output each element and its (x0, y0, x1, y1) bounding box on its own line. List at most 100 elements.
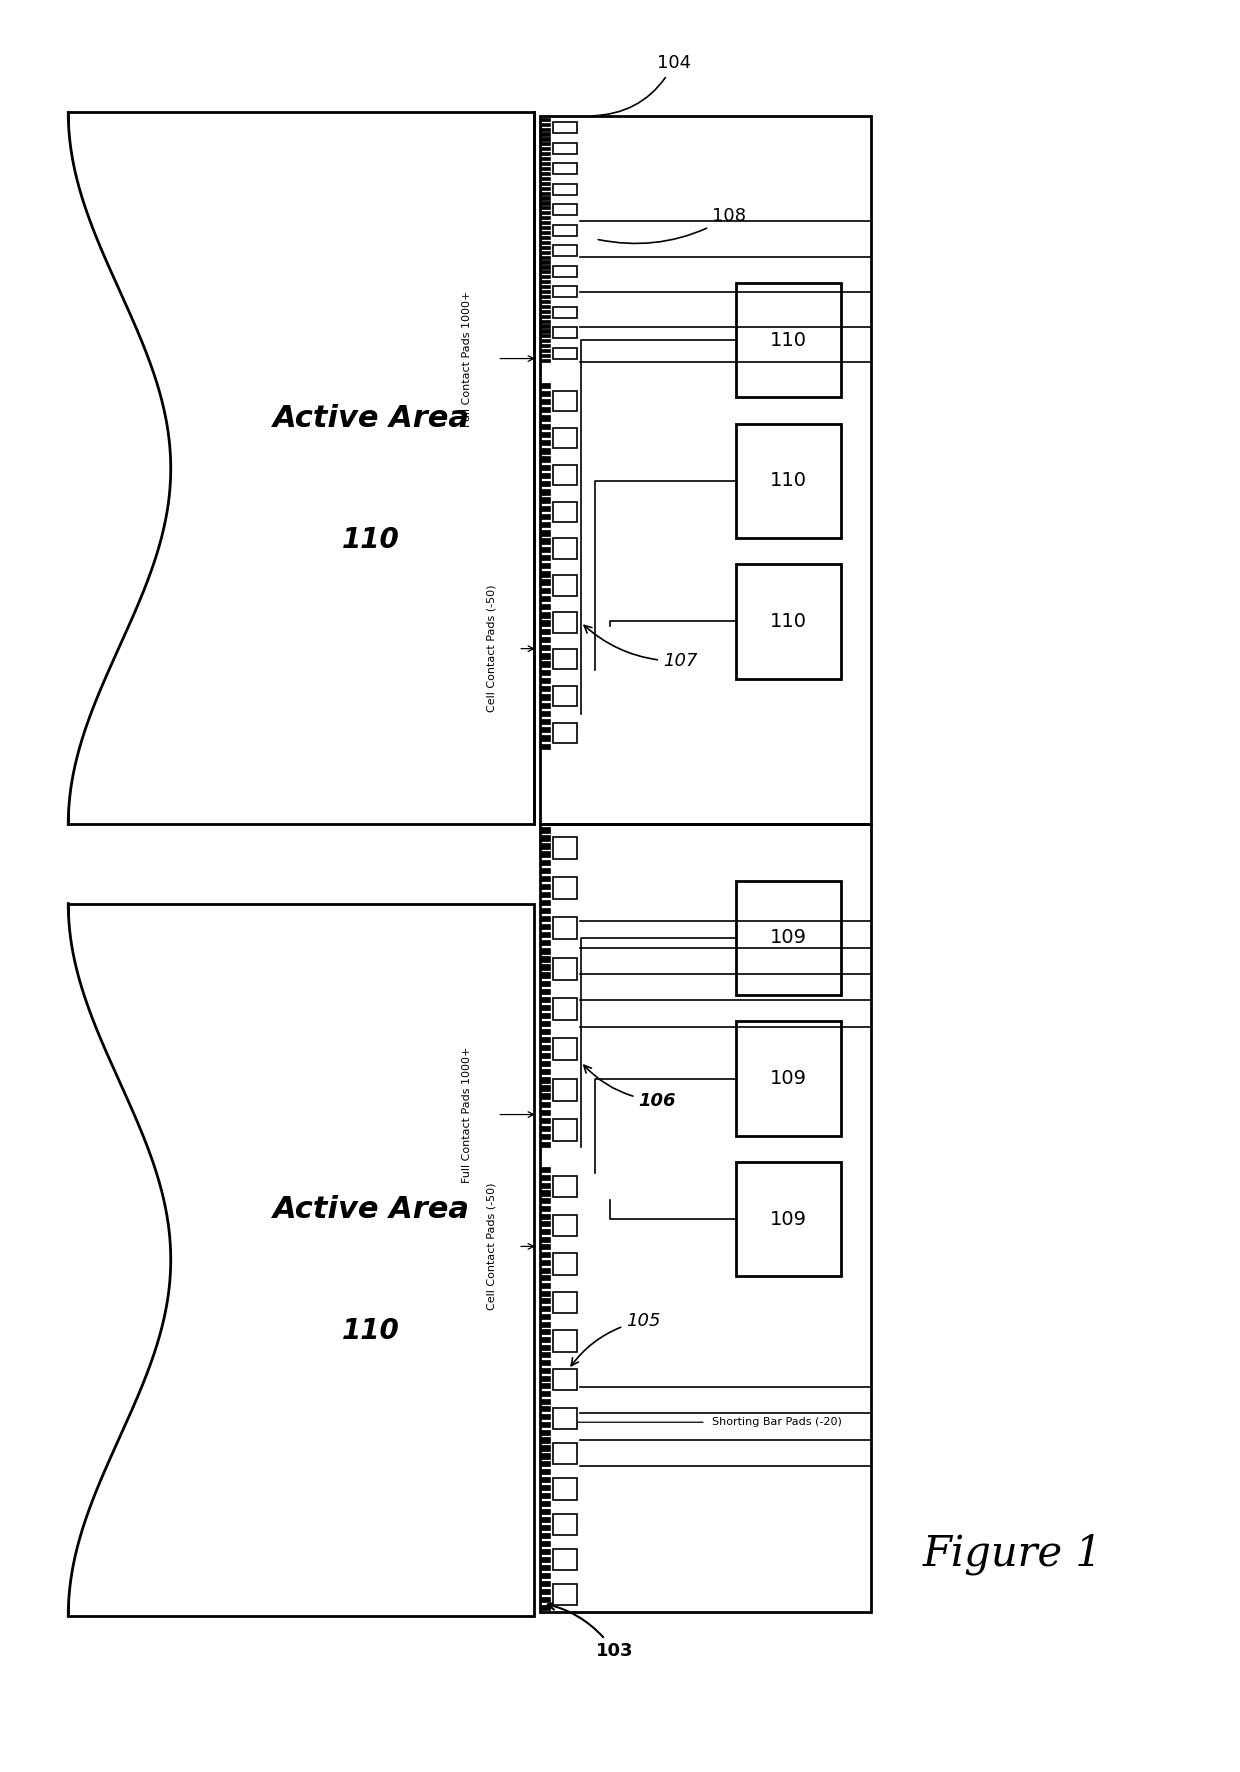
Bar (541, 613, 551, 618)
Bar (541, 1510, 551, 1515)
Bar (541, 177, 551, 181)
Text: 105: 105 (572, 1311, 661, 1366)
Bar (541, 1207, 551, 1210)
Bar (737, 563, 841, 679)
Bar (541, 604, 551, 610)
Bar (553, 392, 577, 411)
Text: 110: 110 (770, 611, 807, 631)
Bar (541, 360, 551, 361)
Bar (541, 1276, 551, 1281)
Text: Shorting Bar Pads (-20): Shorting Bar Pads (-20) (712, 1418, 842, 1426)
Bar (553, 1549, 577, 1570)
Bar (541, 1501, 551, 1506)
Bar (541, 1414, 551, 1419)
Bar (553, 1478, 577, 1499)
Bar (541, 1221, 551, 1226)
Bar (541, 354, 551, 358)
Bar (541, 115, 872, 824)
Text: Cell Contact Pads (-50): Cell Contact Pads (-50) (486, 1182, 496, 1310)
Bar (541, 1093, 551, 1099)
Bar (541, 1037, 551, 1042)
Bar (541, 480, 551, 486)
Text: 110: 110 (342, 1317, 401, 1345)
Bar (541, 1533, 551, 1538)
Text: 104: 104 (593, 55, 691, 115)
Text: Active Area: Active Area (273, 404, 470, 432)
Bar (541, 241, 551, 245)
Bar (541, 117, 551, 120)
Bar (541, 1478, 551, 1483)
Bar (541, 408, 551, 413)
Text: Full Contact Pads 1000+: Full Contact Pads 1000+ (461, 1047, 471, 1182)
Bar (541, 202, 551, 204)
Bar (553, 649, 577, 670)
Bar (541, 629, 551, 634)
Text: 106: 106 (584, 1065, 676, 1109)
Bar (541, 645, 551, 650)
Bar (541, 1574, 551, 1579)
Bar (541, 133, 551, 136)
Bar (541, 964, 551, 969)
Bar (541, 957, 551, 962)
Bar (541, 1053, 551, 1058)
Bar (541, 1384, 551, 1387)
Bar (541, 1267, 551, 1272)
Bar (553, 1370, 577, 1391)
Bar (541, 1125, 551, 1131)
Bar (541, 1361, 551, 1364)
Bar (553, 836, 577, 859)
Bar (541, 294, 551, 298)
Bar (541, 679, 551, 684)
Bar (541, 1290, 551, 1295)
Bar (541, 1605, 551, 1611)
Bar (553, 464, 577, 486)
Bar (541, 392, 551, 397)
Bar (541, 280, 551, 284)
Bar (541, 299, 551, 303)
Bar (541, 1230, 551, 1233)
Bar (541, 211, 551, 214)
Bar (541, 923, 551, 929)
Bar (553, 1216, 577, 1237)
Bar (541, 415, 551, 420)
Bar (541, 335, 551, 337)
Bar (541, 236, 551, 239)
Bar (553, 1118, 577, 1141)
Bar (553, 266, 577, 276)
Bar (541, 1214, 551, 1219)
Bar (541, 555, 551, 560)
Bar (541, 291, 551, 292)
Bar (541, 1581, 551, 1586)
Bar (541, 216, 551, 220)
Bar (553, 1407, 577, 1428)
Bar (541, 1565, 551, 1570)
Bar (541, 1260, 551, 1265)
Bar (541, 183, 551, 184)
Bar (541, 1030, 551, 1035)
Bar (541, 980, 551, 985)
Bar (541, 315, 551, 317)
Bar (541, 324, 551, 328)
Bar (541, 563, 551, 569)
Bar (541, 1430, 551, 1435)
Bar (541, 432, 551, 438)
Bar (541, 1368, 551, 1373)
Bar (553, 539, 577, 558)
Bar (541, 588, 551, 594)
Bar (737, 881, 841, 996)
Bar (541, 122, 551, 126)
Bar (541, 932, 551, 937)
Bar (541, 1168, 551, 1173)
Bar (553, 163, 577, 174)
Bar (541, 1045, 551, 1051)
Bar (541, 1338, 551, 1341)
Bar (541, 1021, 551, 1026)
Bar (553, 957, 577, 980)
Bar (541, 727, 551, 732)
Bar (541, 255, 551, 259)
Bar (553, 613, 577, 633)
Bar (553, 998, 577, 1021)
Bar (541, 305, 551, 308)
Bar (541, 1542, 551, 1547)
Bar (553, 287, 577, 298)
